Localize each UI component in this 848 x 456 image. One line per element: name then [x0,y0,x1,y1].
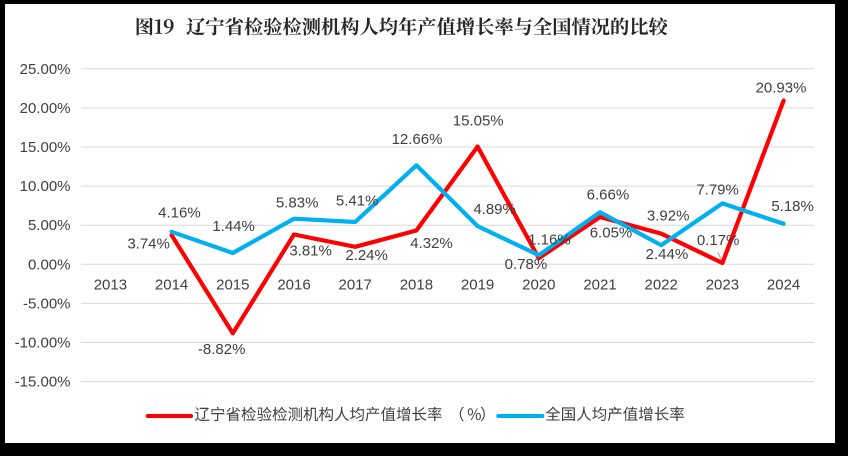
svg-text:2024: 2024 [767,276,800,293]
svg-text:-8.82%: -8.82% [198,341,246,358]
svg-text:4.16%: 4.16% [158,205,201,222]
svg-text:3.74%: 3.74% [127,236,170,253]
svg-text:-5.00%: -5.00% [23,295,71,312]
svg-text:5.18%: 5.18% [771,198,814,215]
svg-text:-15.00%: -15.00% [15,374,71,391]
svg-text:15.00%: 15.00% [20,139,71,156]
svg-text:2018: 2018 [400,276,433,293]
svg-text:0.17%: 0.17% [697,232,740,249]
svg-text:1.44%: 1.44% [212,218,255,235]
svg-text:15.05%: 15.05% [453,113,504,130]
svg-text:10.00%: 10.00% [20,178,71,195]
svg-text:-10.00%: -10.00% [15,335,71,352]
svg-text:5.00%: 5.00% [28,217,71,234]
svg-text:3.81%: 3.81% [289,242,332,259]
svg-text:3.92%: 3.92% [647,208,690,225]
svg-text:1.16%: 1.16% [528,231,571,248]
svg-text:5.83%: 5.83% [276,195,319,212]
svg-text:0.78%: 0.78% [505,256,548,273]
svg-text:12.66%: 12.66% [392,131,443,148]
svg-text:2015: 2015 [216,276,249,293]
svg-text:6.66%: 6.66% [587,186,630,203]
svg-text:2020: 2020 [522,276,555,293]
svg-text:2021: 2021 [583,276,616,293]
svg-text:4.32%: 4.32% [410,235,453,252]
svg-text:20.93%: 20.93% [756,80,807,97]
svg-text:5.41%: 5.41% [336,192,379,209]
svg-text:2013: 2013 [94,276,127,293]
svg-text:2019: 2019 [461,276,494,293]
svg-text:2.44%: 2.44% [646,246,689,263]
svg-text:25.00%: 25.00% [20,61,71,78]
svg-text:7.79%: 7.79% [696,182,739,199]
svg-text:4.89%: 4.89% [473,201,516,218]
svg-text:2017: 2017 [339,276,372,293]
svg-text:20.00%: 20.00% [20,100,71,117]
svg-text:2014: 2014 [155,276,188,293]
svg-text:2022: 2022 [645,276,678,293]
svg-text:2023: 2023 [706,276,739,293]
svg-text:6.05%: 6.05% [590,225,633,242]
svg-text:2016: 2016 [277,276,310,293]
svg-text:2.24%: 2.24% [345,247,388,264]
svg-text:0.00%: 0.00% [28,256,71,273]
